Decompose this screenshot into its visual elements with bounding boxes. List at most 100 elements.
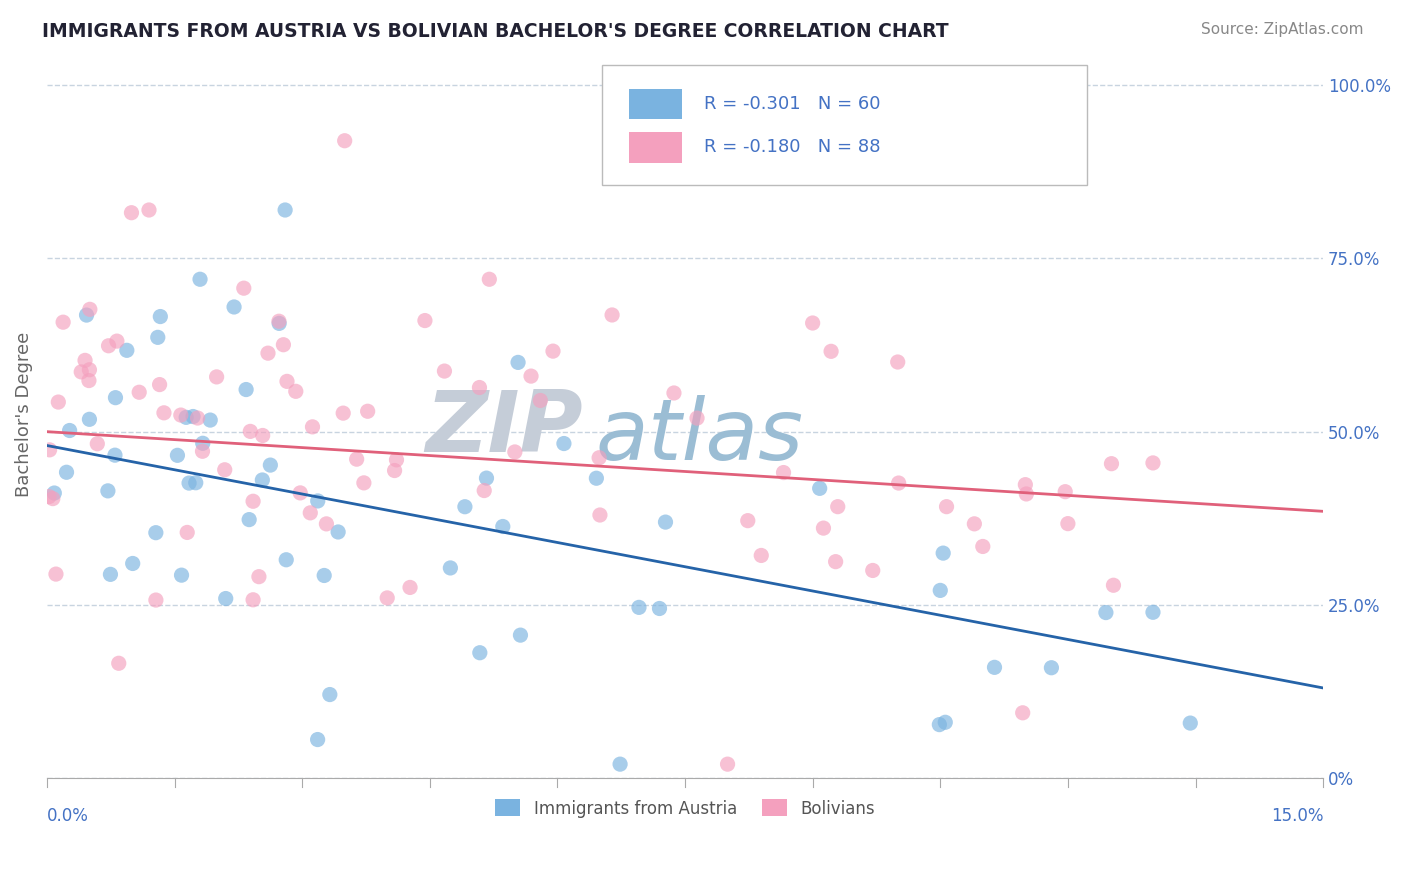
Point	[332, 406, 354, 420]
Point	[820, 344, 842, 359]
Point	[385, 453, 408, 467]
Point	[353, 475, 375, 490]
Point	[149, 310, 172, 324]
Point	[600, 308, 623, 322]
Point	[384, 463, 406, 477]
Point	[934, 715, 956, 730]
Point	[492, 519, 515, 533]
Point	[1180, 716, 1202, 731]
Point	[170, 568, 193, 582]
Point	[609, 757, 631, 772]
Point	[232, 281, 254, 295]
Point	[301, 420, 323, 434]
Point	[801, 316, 824, 330]
Point	[44, 486, 66, 500]
Point	[529, 393, 551, 408]
Point	[104, 448, 127, 462]
Point	[188, 272, 211, 286]
Point	[174, 410, 197, 425]
Point	[79, 412, 101, 426]
Point	[588, 450, 610, 465]
Point	[472, 483, 495, 498]
Point	[356, 404, 378, 418]
Point	[627, 600, 650, 615]
Point	[191, 436, 214, 450]
Point	[972, 540, 994, 554]
Point	[887, 476, 910, 491]
Point	[252, 473, 274, 487]
Text: R = -0.301   N = 60: R = -0.301 N = 60	[704, 95, 880, 112]
Point	[506, 355, 529, 369]
Point	[827, 500, 849, 514]
Point	[399, 581, 422, 595]
Point	[97, 339, 120, 353]
Point	[413, 313, 436, 327]
Point	[541, 344, 564, 359]
Text: ZIP: ZIP	[425, 387, 583, 470]
Point	[333, 134, 356, 148]
Point	[1057, 516, 1080, 531]
Point	[239, 425, 262, 439]
Point	[115, 343, 138, 358]
Point	[284, 384, 307, 399]
Point	[808, 481, 831, 495]
Point	[79, 302, 101, 317]
Point	[963, 516, 986, 531]
Text: 15.0%: 15.0%	[1271, 807, 1323, 825]
Point	[38, 490, 60, 504]
Point	[252, 428, 274, 442]
Point	[205, 370, 228, 384]
Point	[235, 383, 257, 397]
Text: Source: ZipAtlas.com: Source: ZipAtlas.com	[1201, 22, 1364, 37]
Point	[105, 334, 128, 348]
Point	[520, 369, 543, 384]
Point	[589, 508, 612, 522]
Point	[749, 549, 772, 563]
Legend: Immigrants from Austria, Bolivians: Immigrants from Austria, Bolivians	[488, 793, 882, 824]
Point	[585, 471, 607, 485]
Point	[170, 408, 193, 422]
Point	[267, 314, 290, 328]
Point	[439, 561, 461, 575]
Point	[1101, 457, 1123, 471]
Point	[107, 657, 129, 671]
Point	[503, 445, 526, 459]
Point	[737, 514, 759, 528]
Point	[307, 732, 329, 747]
Point	[475, 471, 498, 485]
FancyBboxPatch shape	[628, 88, 682, 119]
Point	[70, 365, 93, 379]
Point	[1011, 706, 1033, 720]
Point	[1040, 661, 1063, 675]
Point	[166, 448, 188, 462]
Point	[184, 475, 207, 490]
Point	[259, 458, 281, 472]
Point	[100, 567, 122, 582]
Point	[52, 315, 75, 329]
Point	[1014, 477, 1036, 491]
Point	[553, 436, 575, 450]
FancyBboxPatch shape	[602, 65, 1087, 186]
Point	[222, 300, 245, 314]
Point	[929, 583, 952, 598]
Point	[276, 375, 298, 389]
Point	[55, 465, 77, 479]
Point	[1102, 578, 1125, 592]
Point	[97, 483, 120, 498]
Point	[46, 395, 69, 409]
Point	[191, 444, 214, 458]
Point	[276, 553, 298, 567]
Point	[146, 330, 169, 344]
Point	[86, 436, 108, 450]
Point	[307, 494, 329, 508]
Point	[42, 491, 65, 506]
Point	[274, 202, 297, 217]
Point	[128, 385, 150, 400]
Point	[121, 557, 143, 571]
Point	[1015, 487, 1038, 501]
Point	[1054, 484, 1077, 499]
Point	[346, 452, 368, 467]
Point	[177, 476, 200, 491]
Point	[214, 463, 236, 477]
Text: atlas: atlas	[596, 394, 804, 477]
